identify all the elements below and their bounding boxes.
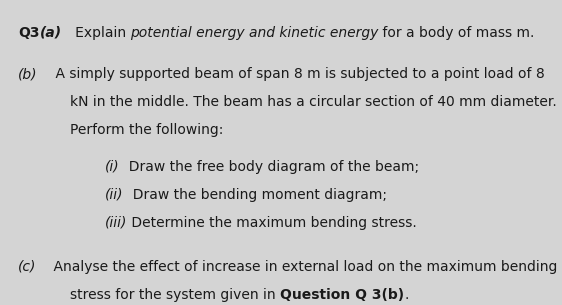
- Text: Q3: Q3: [18, 26, 39, 40]
- Text: kN in the middle. The beam has a circular section of 40 mm diameter.: kN in the middle. The beam has a circula…: [70, 95, 557, 109]
- Text: Draw the free body diagram of the beam;: Draw the free body diagram of the beam;: [120, 160, 419, 174]
- Text: .: .: [404, 288, 409, 302]
- Text: stress for the system given in: stress for the system given in: [70, 288, 280, 302]
- Text: (c): (c): [18, 260, 37, 274]
- Text: (b): (b): [18, 67, 38, 81]
- Text: Determine the maximum bending stress.: Determine the maximum bending stress.: [128, 216, 417, 230]
- Text: (i): (i): [105, 160, 120, 174]
- Text: (ii): (ii): [105, 188, 124, 202]
- Text: (iii): (iii): [105, 216, 128, 230]
- Text: Question Q 3(b): Question Q 3(b): [280, 288, 404, 302]
- Text: for a body of mass m.: for a body of mass m.: [378, 26, 535, 40]
- Text: Explain: Explain: [62, 26, 130, 40]
- Text: Draw the bending moment diagram;: Draw the bending moment diagram;: [124, 188, 387, 202]
- Text: Perform the following:: Perform the following:: [70, 123, 223, 137]
- Text: Analyse the effect of increase in external load on the maximum bending: Analyse the effect of increase in extern…: [37, 260, 558, 274]
- Text: (a): (a): [39, 26, 62, 40]
- Text: potential energy and kinetic energy: potential energy and kinetic energy: [130, 26, 378, 40]
- Text: A simply supported beam of span 8 m is subjected to a point load of 8: A simply supported beam of span 8 m is s…: [38, 67, 544, 81]
